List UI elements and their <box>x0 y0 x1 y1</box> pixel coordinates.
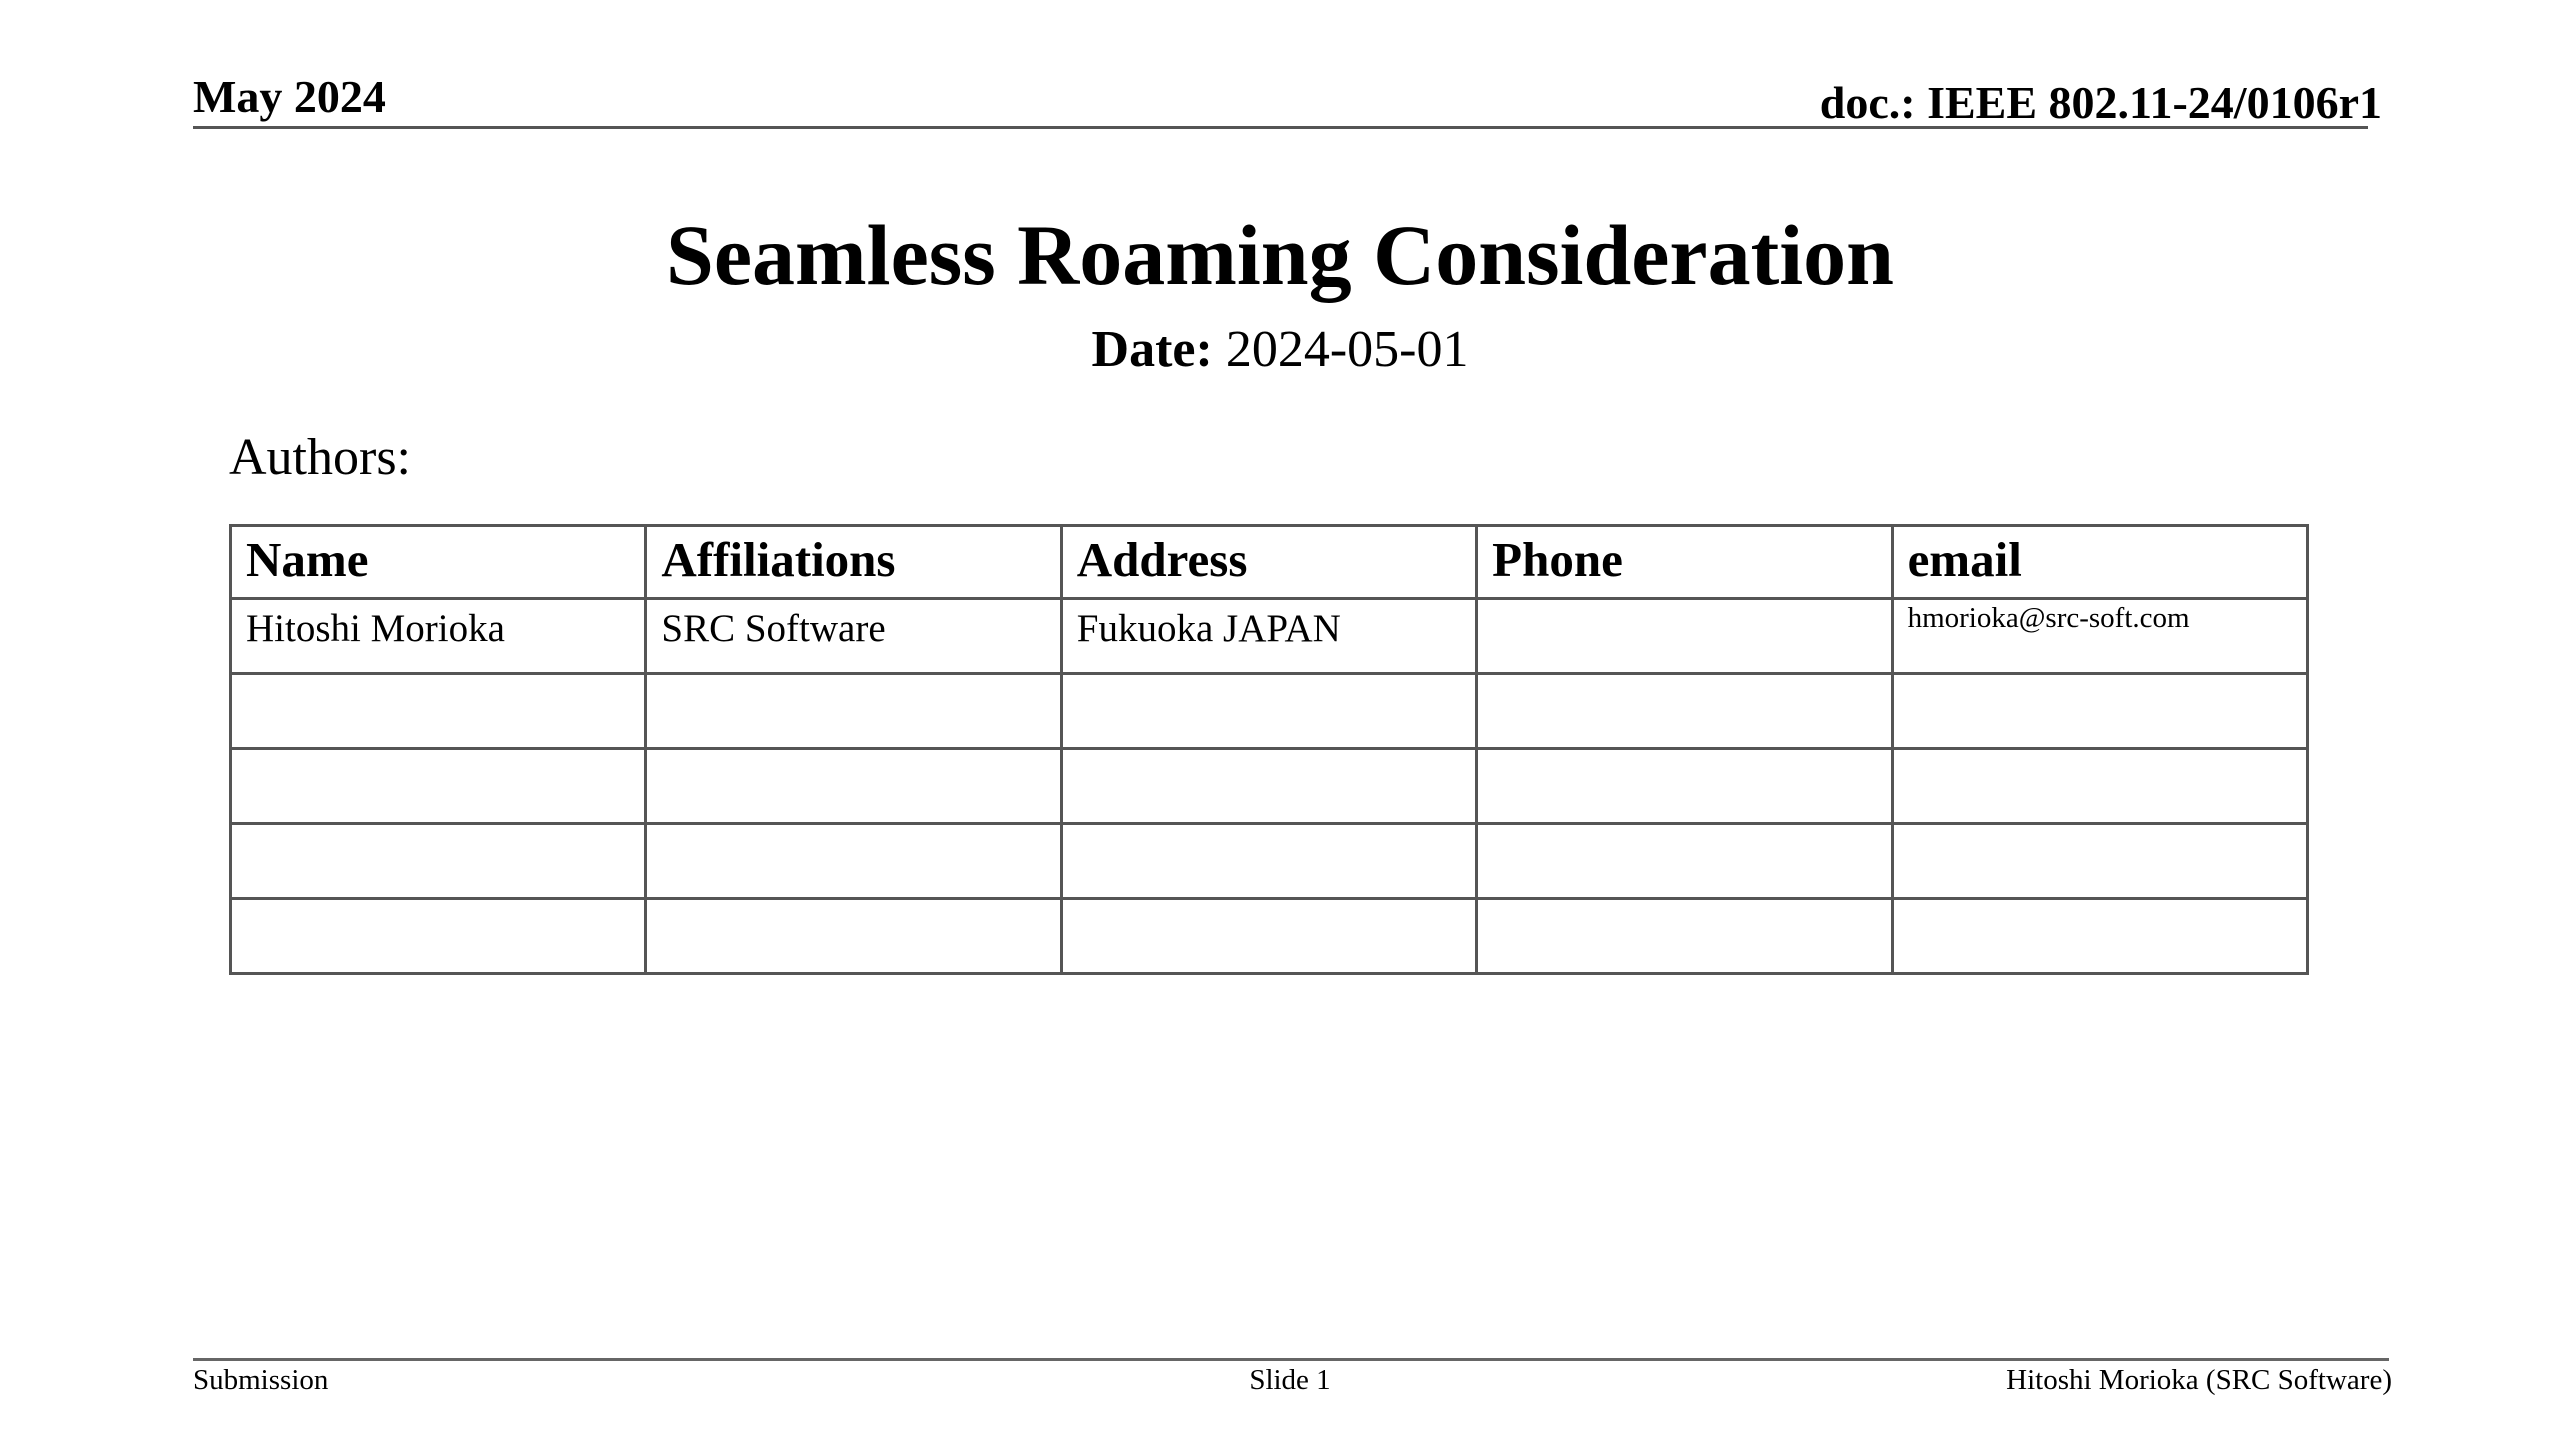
table-cell-affiliations <box>644 672 1063 750</box>
table-cell-address <box>1059 897 1479 975</box>
column-header: Address <box>1059 524 1479 600</box>
column-header: Phone <box>1475 524 1894 600</box>
table-cell-email <box>1890 897 2310 975</box>
table-cell-email <box>1890 672 2310 750</box>
table-cell-name <box>228 747 648 825</box>
table-cell-address <box>1059 672 1479 750</box>
table-cell-affiliations <box>644 822 1063 900</box>
table-cell-email <box>1890 747 2310 825</box>
table-cell-phone <box>1475 747 1894 825</box>
column-header: Name <box>228 524 648 600</box>
slide-title: Seamless Roaming Consideration <box>666 207 1894 303</box>
header-date: May 2024 <box>193 71 386 122</box>
footer-divider <box>193 1358 2389 1361</box>
column-header: Affiliations <box>644 524 1063 600</box>
date-value: 2024-05-01 <box>1212 321 1469 378</box>
table-cell-name <box>228 822 648 900</box>
table-row: Hitoshi Morioka SRC Software Fukuoka JAPAN… <box>228 597 2310 675</box>
table-cell-affiliations <box>644 897 1063 975</box>
table-row <box>228 822 2310 900</box>
table-cell-email: hmorioka@src-soft.com <box>1890 597 2310 675</box>
table-cell-email <box>1890 822 2310 900</box>
table-cell-address <box>1059 747 1479 825</box>
slide-date: Date: 2024-05-01 <box>0 320 2560 379</box>
table-cell-phone <box>1475 897 1894 975</box>
table-cell-phone <box>1475 822 1894 900</box>
table-row <box>228 897 2310 975</box>
table-cell-name <box>228 897 648 975</box>
header-divider <box>193 126 2368 129</box>
table-cell-phone <box>1475 597 1894 675</box>
table-cell-address <box>1059 822 1479 900</box>
header-doc-id: doc.: IEEE 802.11-24/0106r1 <box>1819 77 2382 128</box>
table-cell-name: Hitoshi Morioka <box>228 597 648 675</box>
table-row <box>228 672 2310 750</box>
authors-label: Authors: <box>229 429 411 486</box>
date-label: Date: <box>1091 321 1213 378</box>
table-cell-phone <box>1475 672 1894 750</box>
table-cell-affiliations <box>644 747 1063 825</box>
column-header: email <box>1890 524 2310 600</box>
authors-table: Name Affiliations Address Phone email Hi… <box>228 524 2310 975</box>
table-cell-name <box>228 672 648 750</box>
table-cell-address: Fukuoka JAPAN <box>1059 597 1479 675</box>
table-header-row: Name Affiliations Address Phone email <box>228 524 2310 600</box>
table-cell-affiliations: SRC Software <box>644 597 1063 675</box>
footer-author: Hitoshi Morioka (SRC Software) <box>2006 1364 2392 1396</box>
footer-slide-number: Slide 1 <box>1249 1364 1331 1396</box>
footer-submission: Submission <box>193 1364 329 1396</box>
table-row <box>228 747 2310 825</box>
